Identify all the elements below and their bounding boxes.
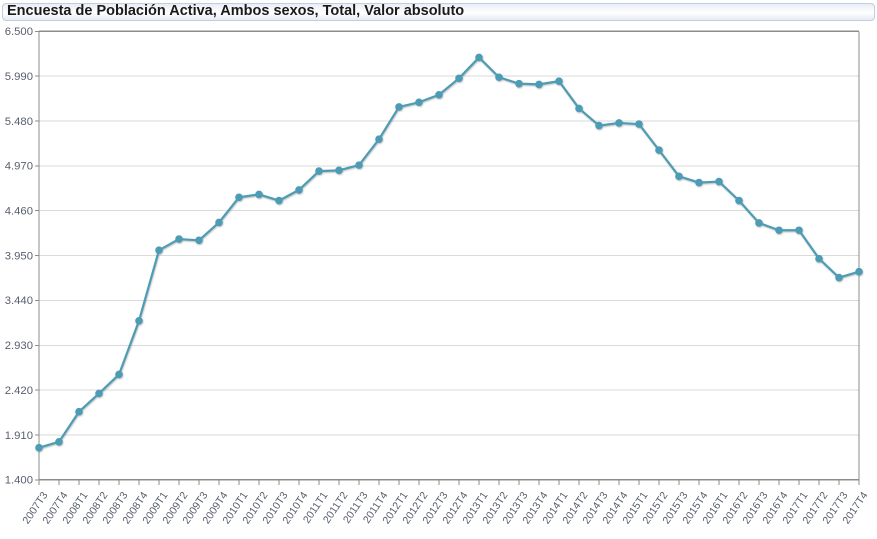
svg-text:1.910: 1.910 [5,430,33,442]
svg-text:5.480: 5.480 [5,116,33,128]
svg-text:6.500: 6.500 [5,26,33,38]
svg-text:2.930: 2.930 [5,340,33,352]
svg-text:3.950: 3.950 [5,250,33,262]
svg-text:2.420: 2.420 [5,385,33,397]
svg-text:3.440: 3.440 [5,295,33,307]
svg-text:1.400: 1.400 [5,475,33,487]
svg-text:4.460: 4.460 [5,206,33,218]
svg-text:4.970: 4.970 [5,161,33,173]
svg-text:5.990: 5.990 [5,71,33,83]
